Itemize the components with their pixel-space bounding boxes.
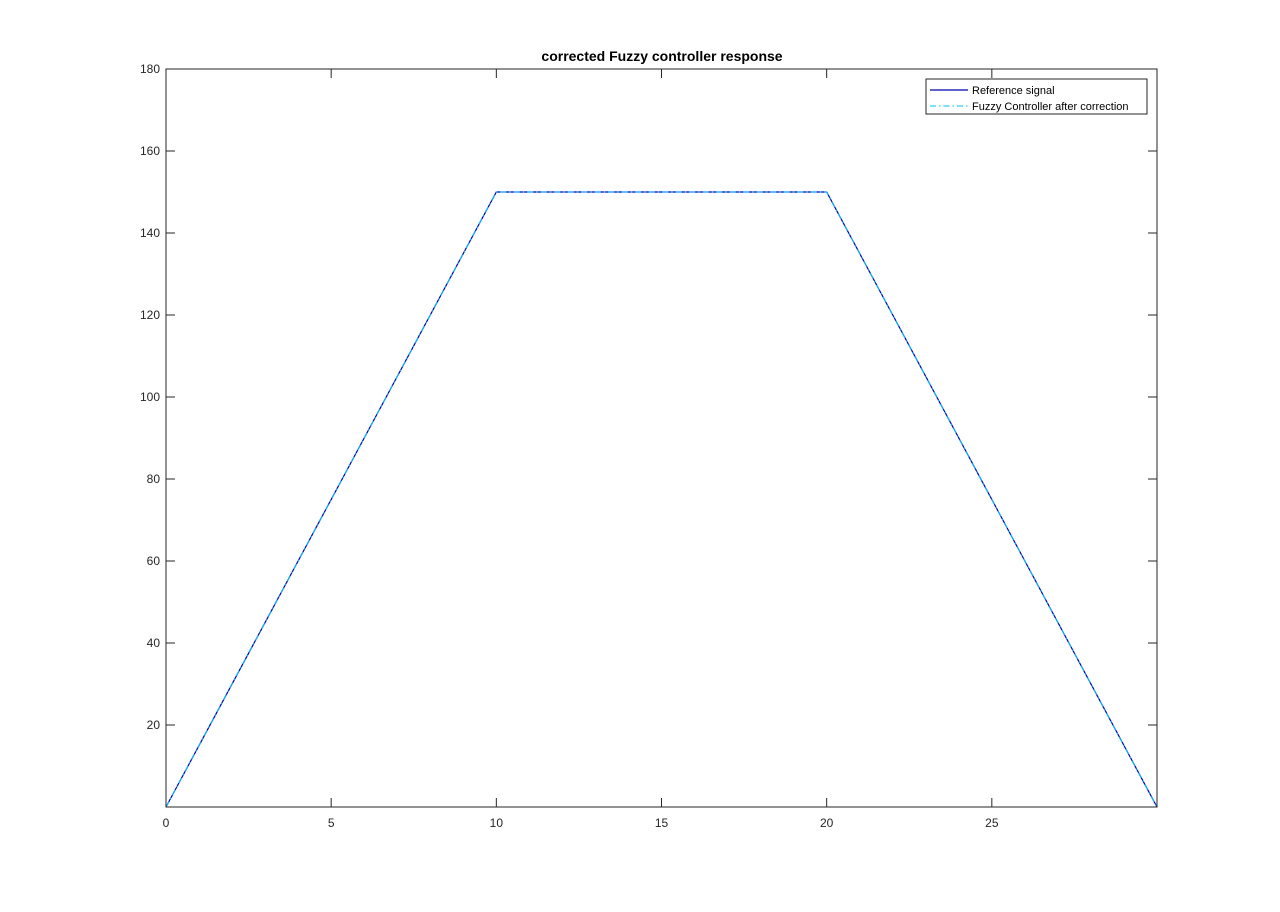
y-tick-label: 140	[140, 226, 160, 240]
x-tick-label: 5	[328, 816, 335, 830]
legend-entry-1: Reference signal	[972, 85, 1055, 97]
plot-area	[166, 69, 1157, 807]
series-layer	[165, 191, 1158, 808]
y-tick-label: 80	[147, 472, 161, 486]
x-tick-label: 20	[820, 816, 834, 830]
chart-title: corrected Fuzzy controller response	[541, 48, 782, 64]
y-tick-label: 20	[147, 718, 161, 732]
legend-box	[925, 78, 1148, 115]
x-tick-label: 25	[985, 816, 999, 830]
y-tick-label: 40	[147, 636, 161, 650]
series-line-2	[165, 191, 1158, 808]
y-tick-label: 180	[140, 62, 160, 76]
legend: Reference signal Fuzzy Controller after c…	[925, 78, 1148, 115]
x-tick-label: 0	[163, 816, 170, 830]
y-tick-label: 120	[140, 308, 160, 322]
legend-entry-2: Fuzzy Controller after correction	[972, 101, 1129, 113]
axis-ticks: 0 5 10 15 20 25 20 40 60 80 100 120 140 160 180	[140, 62, 1157, 830]
y-tick-label: 160	[140, 144, 160, 158]
x-tick-label: 15	[655, 816, 669, 830]
y-tick-label: 60	[147, 554, 161, 568]
y-tick-label: 100	[140, 390, 160, 404]
x-tick-label: 10	[490, 816, 504, 830]
plot-frame	[165, 68, 1158, 808]
